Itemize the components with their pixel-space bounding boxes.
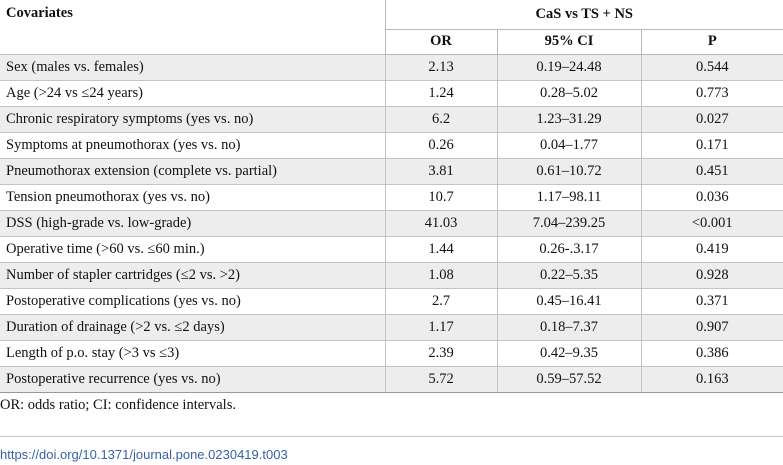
table-row: Number of stapler cartridges (≤2 vs. >2)… [0, 261, 783, 288]
table-row: Operative time (>60 vs. ≤60 min.) 1.44 0.2… [0, 235, 783, 262]
results-table-container: Covariates CaS vs TS + NS OR 95% CI P Se… [0, 0, 783, 393]
ci-cell: 0.04–1.77 [497, 131, 642, 158]
ci-cell: 0.42–9.35 [497, 339, 642, 366]
or-cell: 0.26 [385, 131, 498, 158]
p-cell: 0.036 [641, 183, 783, 210]
or-cell: 5.72 [385, 365, 498, 393]
table-row: Sex (males vs. females) 2.13 0.19–24.48 0.5… [0, 53, 783, 80]
comparison-group-header: CaS vs TS + NS [385, 0, 783, 30]
p-cell: 0.928 [641, 261, 783, 288]
table-row: Age (>24 vs ≤24 years) 1.24 0.28–5.02 0.773 [0, 79, 783, 106]
ci-cell: 0.26-.3.17 [497, 235, 642, 262]
ci-cell: 1.17–98.11 [497, 183, 642, 210]
table-row: Postoperative complications (yes vs. no)… [0, 287, 783, 314]
or-cell: 1.24 [385, 79, 498, 106]
ci-cell: 0.22–5.35 [497, 261, 642, 288]
or-cell: 41.03 [385, 209, 498, 236]
header-row-group: Covariates CaS vs TS + NS [0, 0, 783, 54]
or-cell: 1.08 [385, 261, 498, 288]
p-cell: 0.544 [641, 53, 783, 80]
ci-header: 95% CI [497, 29, 642, 55]
p-header: P [641, 29, 783, 55]
p-cell: 0.907 [641, 313, 783, 340]
ci-cell: 0.45–16.41 [497, 287, 642, 314]
p-cell: 0.027 [641, 105, 783, 132]
or-header: OR [385, 29, 498, 55]
table-row: Symptoms at pneumothorax (yes vs. no) 0.2… [0, 131, 783, 158]
or-cell: 2.39 [385, 339, 498, 366]
or-cell: 1.44 [385, 235, 498, 262]
footer-divider [0, 436, 783, 437]
covariate-cell: Duration of drainage (>2 vs. ≤2 days) [0, 313, 386, 340]
p-cell: 0.451 [641, 157, 783, 184]
or-cell: 6.2 [385, 105, 498, 132]
table-row: Length of p.o. stay (>3 vs ≤3) 2.39 0.42–9… [0, 339, 783, 366]
table-row: Pneumothorax extension (complete vs. par… [0, 157, 783, 184]
table-header: Covariates CaS vs TS + NS OR 95% CI P [0, 0, 783, 55]
covariate-cell: Age (>24 vs ≤24 years) [0, 79, 386, 106]
p-cell: 0.371 [641, 287, 783, 314]
ci-cell: 0.28–5.02 [497, 79, 642, 106]
table-row: Duration of drainage (>2 vs. ≤2 days) 1.1… [0, 313, 783, 340]
or-cell: 2.13 [385, 53, 498, 80]
table-row: DSS (high-grade vs. low-grade) 41.03 7.04–… [0, 209, 783, 236]
or-cell: 10.7 [385, 183, 498, 210]
p-cell: 0.171 [641, 131, 783, 158]
covariate-cell: Length of p.o. stay (>3 vs ≤3) [0, 339, 386, 366]
table-row: Postoperative recurrence (yes vs. no) 5.7… [0, 365, 783, 393]
or-cell: 1.17 [385, 313, 498, 340]
covariate-cell: Tension pneumothorax (yes vs. no) [0, 183, 386, 210]
results-table: Covariates CaS vs TS + NS OR 95% CI P Se… [0, 0, 783, 393]
covariate-cell: Chronic respiratory symptoms (yes vs. no… [0, 105, 386, 132]
covariates-header: Covariates [0, 0, 386, 54]
ci-cell: 0.61–10.72 [497, 157, 642, 184]
ci-cell: 7.04–239.25 [497, 209, 642, 236]
table-row: Tension pneumothorax (yes vs. no) 10.7 1.1… [0, 183, 783, 210]
p-cell: 0.386 [641, 339, 783, 366]
or-cell: 3.81 [385, 157, 498, 184]
ci-cell: 0.19–24.48 [497, 53, 642, 80]
table-footnote: OR: odds ratio; CI: confidence intervals… [0, 397, 236, 413]
table-body: Sex (males vs. females) 2.13 0.19–24.48 0.5… [0, 53, 783, 393]
covariate-cell: Postoperative recurrence (yes vs. no) [0, 365, 386, 393]
p-cell: <0.001 [641, 209, 783, 236]
covariate-cell: Operative time (>60 vs. ≤60 min.) [0, 235, 386, 262]
covariate-cell: Sex (males vs. females) [0, 53, 386, 80]
p-cell: 0.773 [641, 79, 783, 106]
p-cell: 0.163 [641, 365, 783, 393]
covariate-cell: DSS (high-grade vs. low-grade) [0, 209, 386, 236]
ci-cell: 0.59–57.52 [497, 365, 642, 393]
covariate-cell: Number of stapler cartridges (≤2 vs. >2) [0, 261, 386, 288]
covariate-cell: Postoperative complications (yes vs. no) [0, 287, 386, 314]
doi-link[interactable]: https://doi.org/10.1371/journal.pone.023… [0, 447, 288, 462]
p-cell: 0.419 [641, 235, 783, 262]
table-row: Chronic respiratory symptoms (yes vs. no… [0, 105, 783, 132]
ci-cell: 1.23–31.29 [497, 105, 642, 132]
covariate-cell: Symptoms at pneumothorax (yes vs. no) [0, 131, 386, 158]
covariate-cell: Pneumothorax extension (complete vs. par… [0, 157, 386, 184]
or-cell: 2.7 [385, 287, 498, 314]
ci-cell: 0.18–7.37 [497, 313, 642, 340]
